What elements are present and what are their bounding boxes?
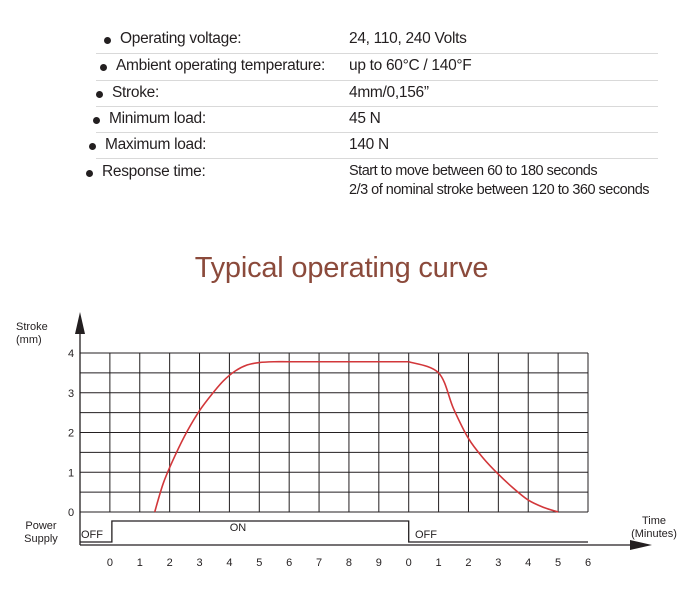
x-tick-label: 8 xyxy=(346,557,352,569)
x-tick-label: 5 xyxy=(256,557,262,569)
y-tick-label: 3 xyxy=(68,388,74,400)
x-tick-label: 1 xyxy=(137,557,143,569)
bullet-icon xyxy=(96,91,103,98)
y-axis-labels: 0 1 2 3 4 Stroke(mm) xyxy=(16,321,74,519)
spec-value: 140 N xyxy=(349,136,389,153)
x-tick-label: 4 xyxy=(226,557,232,569)
y-tick-label: 4 xyxy=(68,348,74,360)
x-axis-labels: 0 1 2 3 4 5 6 7 8 9 0 1 2 3 4 5 6 Time(Minutes) PowerSuppl… xyxy=(24,515,677,569)
spec-label: Stroke: xyxy=(112,84,160,101)
y-axis-arrow-icon xyxy=(75,312,85,334)
spec-value-line-2: 2/3 of nominal stroke between 120 to 360… xyxy=(349,182,650,198)
chart-title: Typical operating curve xyxy=(194,252,489,284)
x-tick-label: 0 xyxy=(406,557,412,569)
spec-label: Minimum load: xyxy=(109,110,206,127)
bullet-icon xyxy=(100,64,107,71)
spec-value: Start to move between 60 to 180 seconds xyxy=(349,163,598,179)
x-tick-label: 7 xyxy=(316,557,322,569)
x-axis-title: Time xyxy=(642,515,666,527)
bullet-icon xyxy=(89,143,96,150)
spec-label: Maximum load: xyxy=(105,136,207,153)
x-tick-label: 2 xyxy=(167,557,173,569)
power-state-label: ON xyxy=(230,522,247,534)
x-tick-label: 2 xyxy=(465,557,471,569)
power-state-label: OFF xyxy=(415,529,437,541)
spec-value: 45 N xyxy=(349,110,381,127)
power-supply-line xyxy=(80,520,588,543)
x-tick-label: 4 xyxy=(525,557,531,569)
power-supply-label: Power xyxy=(25,520,57,532)
x-axis-arrow-icon xyxy=(630,540,652,550)
x-tick-label: 3 xyxy=(196,557,202,569)
x-tick-label: 1 xyxy=(436,557,442,569)
y-tick-label: 0 xyxy=(68,507,74,519)
bullet-icon xyxy=(104,37,111,44)
stroke-curve-on xyxy=(153,360,409,513)
x-tick-label: 9 xyxy=(376,557,382,569)
y-axis-title: Stroke xyxy=(16,321,48,333)
bullet-icon xyxy=(93,117,100,124)
spec-value: 4mm/0,156” xyxy=(349,84,429,101)
x-tick-label: 6 xyxy=(585,557,591,569)
x-tick-label: 6 xyxy=(286,557,292,569)
stroke-curve-off xyxy=(408,360,559,513)
x-tick-label: 0 xyxy=(107,557,113,569)
power-supply-trace: OFF ON OFF xyxy=(80,520,588,543)
bullet-icon xyxy=(86,170,93,177)
power-state-label: OFF xyxy=(81,529,103,541)
x-axis-title: (Minutes) xyxy=(631,528,677,540)
spec-label: Response time: xyxy=(102,163,206,180)
x-tick-label: 5 xyxy=(555,557,561,569)
y-tick-label: 2 xyxy=(68,428,74,440)
divider xyxy=(96,106,658,107)
spec-value: 24, 110, 240 Volts xyxy=(349,30,467,47)
spec-label: Ambient operating temperature: xyxy=(116,57,325,74)
divider xyxy=(96,53,658,54)
spec-label: Operating voltage: xyxy=(120,30,242,47)
x-tick-label: 3 xyxy=(495,557,501,569)
chart-grid xyxy=(79,352,589,513)
divider xyxy=(96,132,658,133)
y-tick-label: 1 xyxy=(68,467,74,479)
y-axis-title: (mm) xyxy=(16,334,42,346)
spec-value: up to 60°C / 140°F xyxy=(349,57,472,74)
stroke-curves xyxy=(153,360,559,513)
divider xyxy=(96,158,658,159)
chart-axes xyxy=(75,312,652,550)
divider xyxy=(96,80,658,81)
power-supply-label: Supply xyxy=(24,533,58,545)
